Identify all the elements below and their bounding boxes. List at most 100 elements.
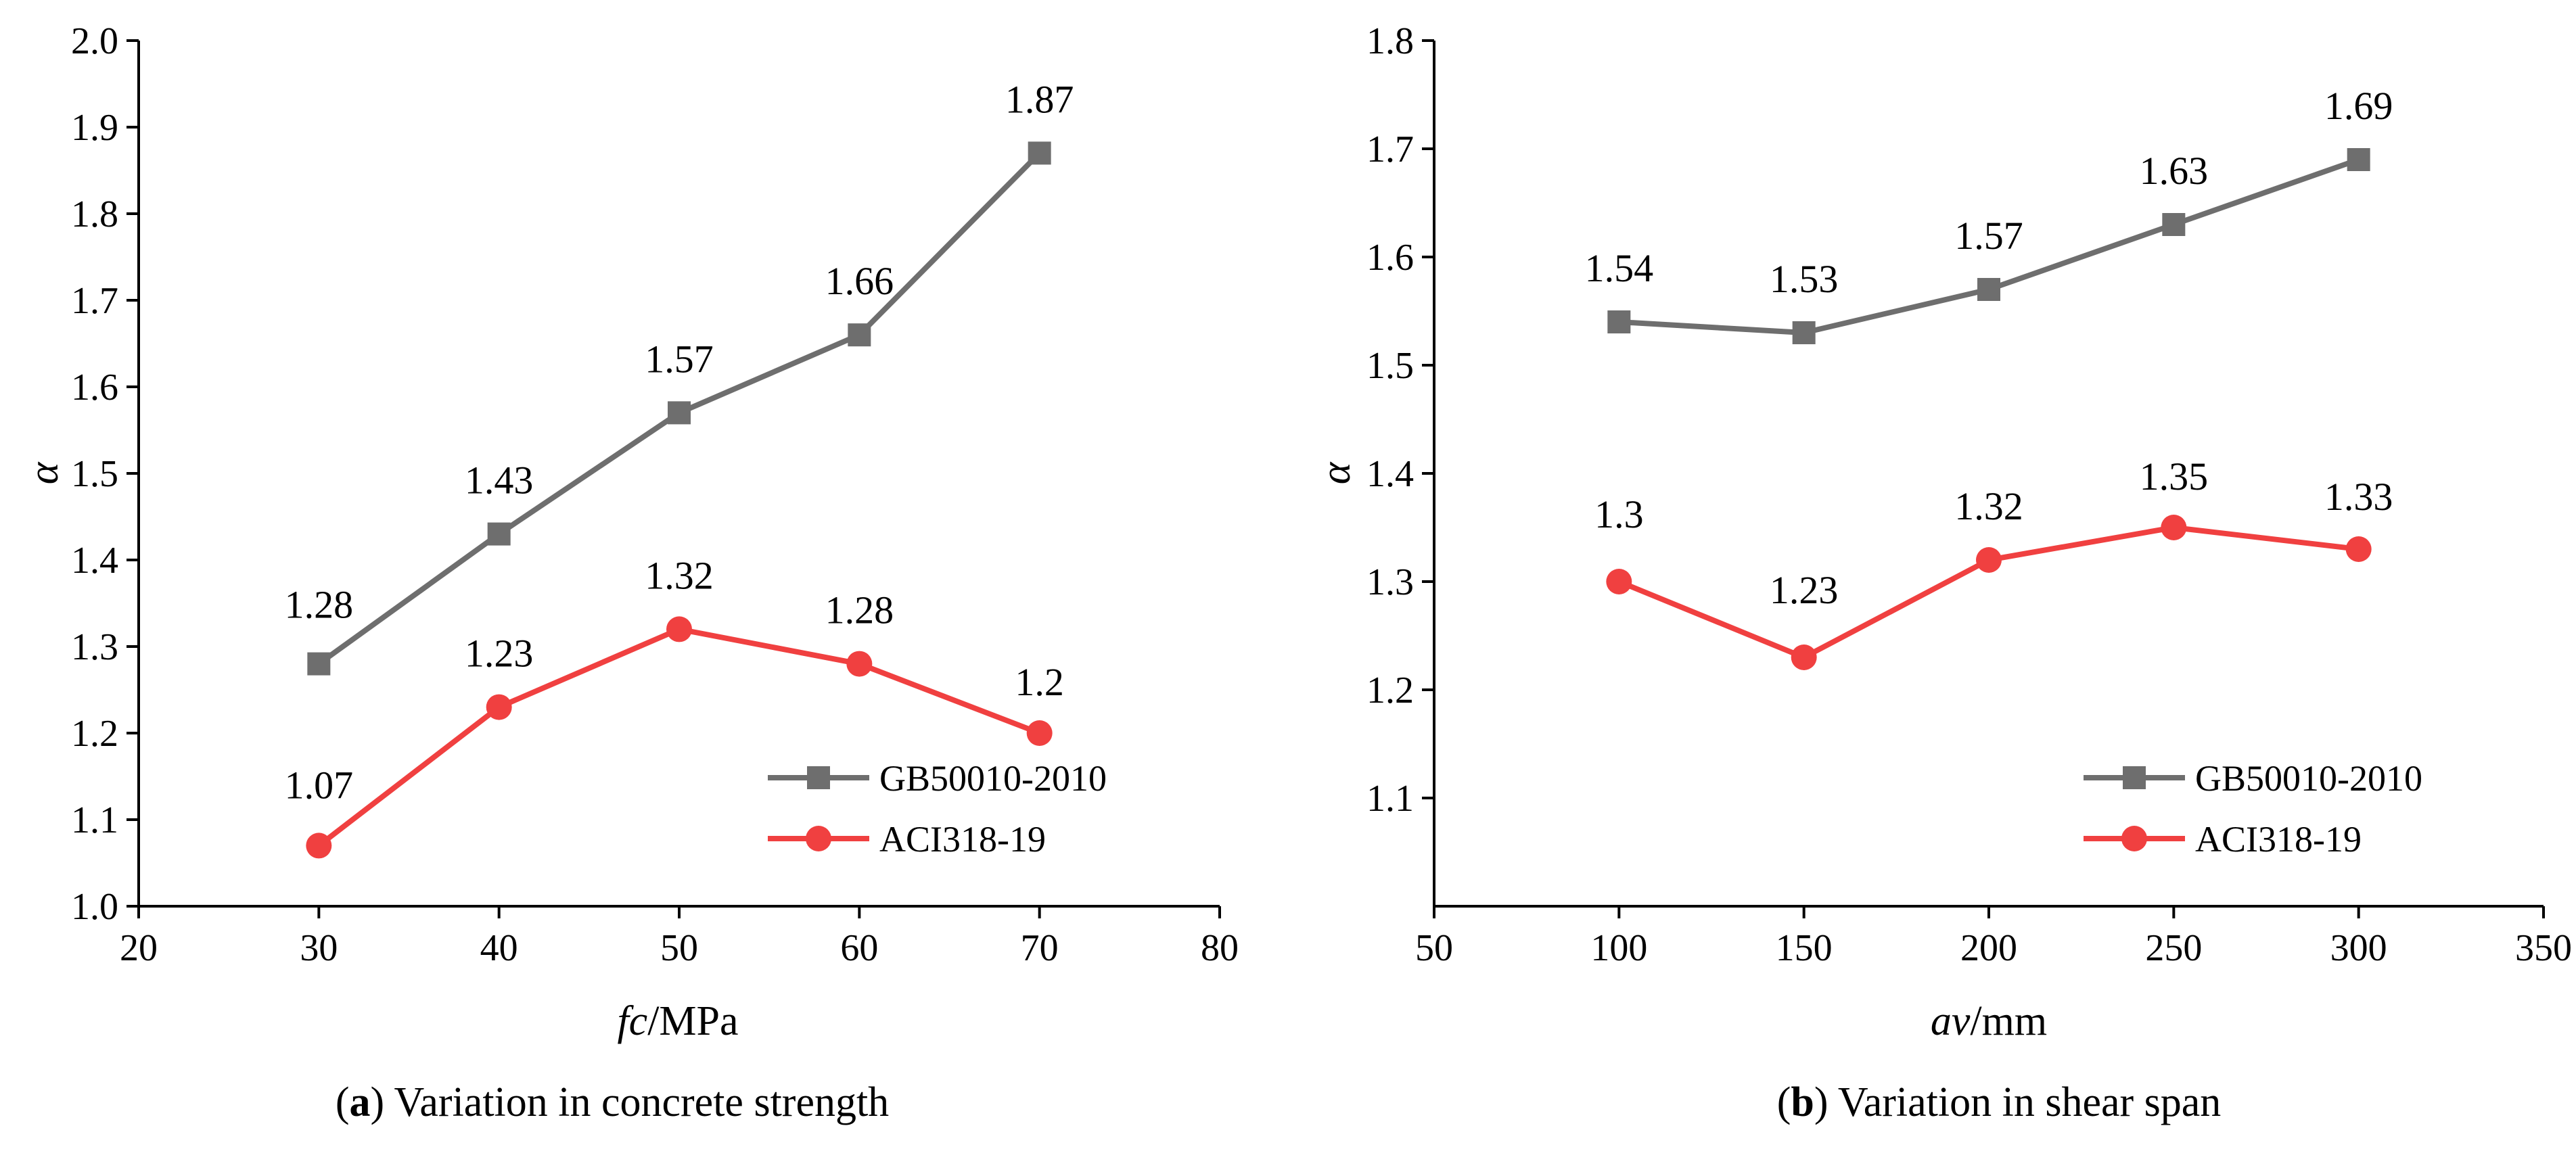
data-label: 1.66 [825,259,894,303]
y-tick-label: 1.6 [71,367,118,408]
x-axis-title-unit: /mm [1970,998,2047,1044]
data-label: 1.33 [2324,475,2393,519]
x-tick-label: 50 [1415,927,1453,969]
y-tick-label: 1.1 [71,799,118,841]
legend-marker-circle [806,826,831,851]
legend-label: ACI318-19 [879,819,1046,860]
data-label: 1.87 [1005,77,1074,121]
data-point-square [307,652,331,676]
caption-paren-open: ( [1777,1079,1791,1125]
caption-letter: b [1791,1079,1814,1125]
x-tick-label: 20 [120,927,158,969]
y-tick-label: 1.2 [1366,670,1414,711]
legend-label: ACI318-19 [2195,819,2362,860]
data-point-square [2162,213,2186,236]
y-tick-label: 1.3 [71,626,118,668]
y-tick-label: 1.0 [71,886,118,928]
chart-panel-b: 50 100 150 200 250 300 350 1.1 1.2 1.3 1.4 1.5 1.6 1.… [1313,20,2572,1125]
y-tick-label: 1.4 [1366,453,1414,495]
x-axis-title: fc/MPa [617,998,738,1044]
data-point-circle [846,651,873,677]
y-tick-label: 1.7 [71,280,118,322]
x-tick-label: 300 [2330,927,2387,969]
data-label: 1.2 [1015,660,1064,704]
data-point-square [487,522,511,546]
legend-marker-square [2123,766,2146,789]
data-point-square [668,401,691,425]
y-tick-label: 1.1 [1366,778,1414,820]
panel-caption: (a) Variation in concrete strength [336,1079,889,1125]
y-tick-label: 1.7 [1366,128,1414,170]
data-label: 1.54 [1585,246,1654,290]
data-label: 1.32 [1954,484,2023,528]
data-point-square [1977,278,2000,301]
y-tick-label: 1.6 [1366,237,1414,279]
data-point-square [2347,148,2370,171]
data-label: 1.3 [1594,492,1644,536]
data-point-circle [1791,644,1817,670]
data-point-circle [1026,720,1053,746]
data-label: 1.23 [465,632,534,676]
y-tick-label: 1.2 [71,713,118,755]
y-tick-label: 2.0 [71,20,118,62]
x-tick-label: 80 [1201,927,1239,969]
y-axis-title: α [21,461,67,484]
legend-marker-square [807,766,830,789]
data-label: 1.35 [2140,454,2209,498]
series-line-aci318-19 [317,626,1041,848]
data-label: 1.23 [1770,568,1839,612]
data-point-square [1607,310,1631,333]
legend-label: GB50010-2010 [2195,758,2422,799]
data-label: 1.07 [285,763,354,807]
x-tick-label: 100 [1590,927,1647,969]
caption-paren-close: ) [370,1079,384,1125]
data-point-circle [2161,515,2187,540]
y-tick-label: 1.5 [71,453,118,495]
legend-marker-circle [2121,826,2147,851]
y-tick-label: 1.3 [1366,561,1414,603]
y-tick-label: 1.8 [71,193,118,235]
data-label: 1.32 [645,553,714,597]
caption-letter: a [349,1079,370,1125]
x-tick-label: 350 [2515,927,2572,969]
x-axis-title-symbol: fc [617,998,647,1044]
panel-caption: (b) Variation in shear span [1777,1079,2222,1125]
x-axis-title: av/mm [1931,998,2047,1044]
data-point-circle [306,833,332,859]
data-label: 1.53 [1770,257,1839,301]
data-point-circle [1976,547,2002,573]
y-axis-title: α [1313,461,1359,484]
data-label: 1.69 [2324,84,2393,128]
x-axis-title-unit: /MPa [647,998,738,1044]
x-tick-label: 50 [660,927,698,969]
x-tick-label: 150 [1776,927,1833,969]
data-label: 1.57 [1954,214,2023,258]
data-point-square [848,323,871,347]
data-label: 1.28 [825,588,894,632]
x-tick-label: 250 [2145,927,2202,969]
data-label: 1.28 [285,583,354,627]
data-point-circle [486,694,512,720]
data-point-circle [1606,569,1632,594]
y-tick-label: 1.4 [71,540,118,582]
data-label: 1.57 [645,337,714,381]
x-tick-label: 200 [1960,927,2017,969]
x-tick-label: 60 [840,927,878,969]
data-label: 1.63 [2140,149,2209,193]
caption-paren-open: ( [336,1079,350,1125]
caption-text: Variation in concrete strength [384,1079,889,1125]
series-line-aci318-19 [1617,525,2360,660]
y-tick-label: 1.5 [1366,345,1414,387]
data-point-circle [2345,536,2372,562]
data-label: 1.43 [465,459,534,502]
x-tick-label: 30 [300,927,338,969]
y-tick-label: 1.8 [1366,20,1414,62]
caption-text: Variation in shear span [1828,1079,2221,1125]
data-point-square [1028,141,1051,165]
data-point-circle [666,616,692,642]
caption-paren-close: ) [1814,1079,1828,1125]
legend-label: GB50010-2010 [879,758,1107,799]
x-tick-label: 70 [1021,927,1059,969]
y-tick-label: 1.9 [71,107,118,149]
